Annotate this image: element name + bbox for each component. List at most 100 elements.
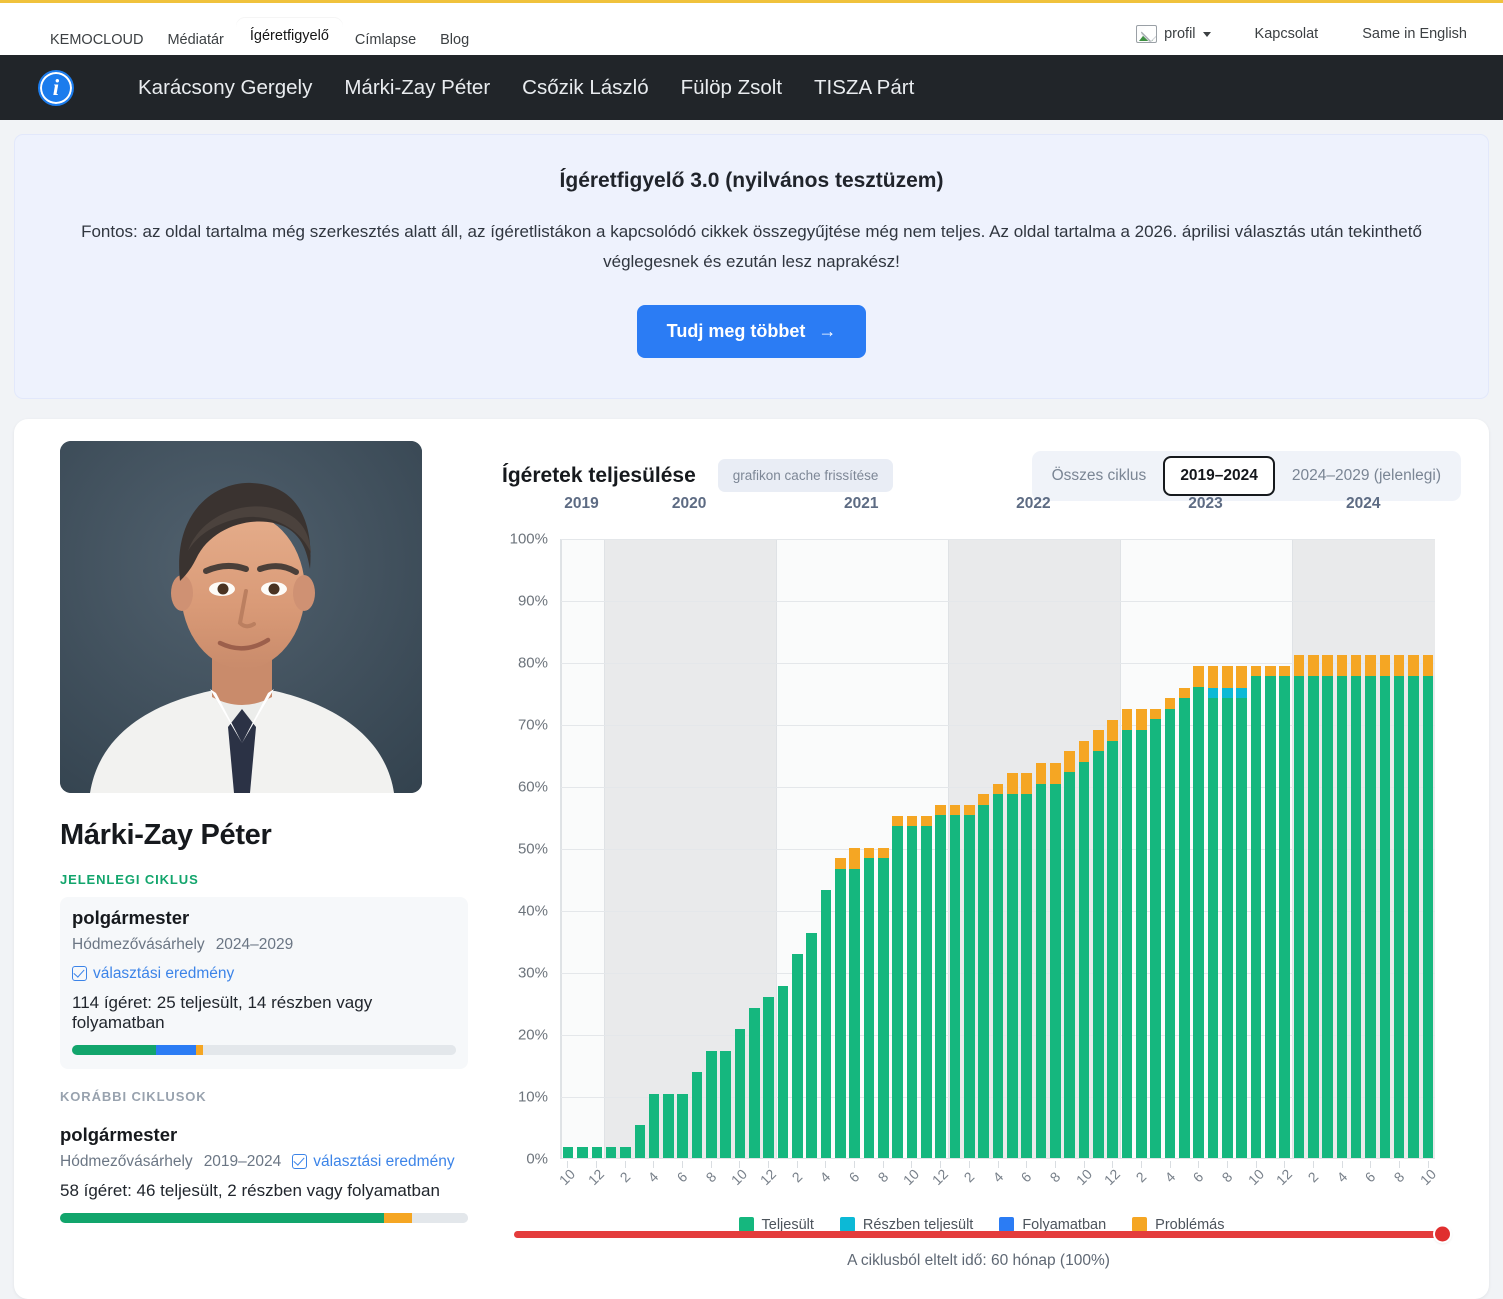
chart-bar[interactable] [591, 1146, 603, 1158]
chart-bar[interactable] [1164, 698, 1176, 1158]
topnav-item-igeretfigyelo[interactable]: Ígéretfigyelő [235, 18, 343, 55]
x-axis-tick: 4 [1333, 1168, 1351, 1185]
chart-bar[interactable] [634, 1125, 646, 1158]
x-axis-tick: 12 [584, 1165, 608, 1188]
chart-bar[interactable] [734, 1029, 746, 1158]
election-result-link-past[interactable]: választási eredmény [292, 1153, 455, 1171]
info-icon[interactable]: i [38, 69, 74, 106]
topnav-item-mediatar[interactable]: Médiatár [167, 32, 224, 48]
x-axis-tickmark [1026, 1160, 1028, 1168]
bar-segment [1121, 708, 1133, 730]
chart-bar[interactable] [792, 954, 803, 1158]
chart-bar[interactable] [978, 794, 989, 1158]
chart-bar[interactable] [777, 986, 789, 1158]
chart-bar[interactable] [1064, 751, 1075, 1158]
chart-bar[interactable] [1193, 665, 1204, 1158]
chart-bar[interactable] [906, 815, 918, 1158]
chart-bar[interactable] [1135, 708, 1147, 1158]
legend-item[interactable]: Teljesült [738, 1217, 814, 1233]
chart-bar[interactable] [562, 1146, 574, 1158]
chart-bar[interactable] [806, 933, 818, 1158]
chart-bar[interactable] [1307, 655, 1319, 1158]
chart-bar[interactable] [1207, 666, 1219, 1158]
chart-bar[interactable] [706, 1050, 717, 1158]
learn-more-button[interactable]: Tudj meg többet → [636, 304, 867, 358]
election-result-link[interactable]: választási eredmény [72, 965, 234, 983]
refresh-chart-cache-button[interactable]: grafikon cache frissítése [717, 459, 894, 492]
chart-bar[interactable] [1350, 655, 1362, 1158]
progress-segment [383, 1212, 412, 1223]
chart-bar[interactable] [1021, 773, 1032, 1158]
chart-bar[interactable] [1379, 655, 1391, 1158]
chart-bar[interactable] [577, 1146, 588, 1158]
nav-item-csozik-laszlo[interactable]: Csőzik László [522, 75, 649, 99]
chart-bar[interactable] [1264, 665, 1276, 1158]
chart-bar[interactable] [949, 804, 961, 1158]
chart-bar[interactable] [820, 890, 832, 1158]
cycle-option-all[interactable]: Összes ciklus [1037, 458, 1162, 494]
nav-item-tisza-part[interactable]: TISZA Párt [814, 75, 915, 99]
chart-bar[interactable] [964, 804, 975, 1158]
profile-menu[interactable]: profil [1114, 21, 1232, 47]
chart-bar[interactable] [863, 847, 875, 1158]
legend-item[interactable]: Problémás [1132, 1217, 1224, 1233]
x-axis-tick: 2 [1132, 1168, 1150, 1185]
chart-bar[interactable] [1422, 655, 1434, 1158]
chart-bar[interactable] [1121, 708, 1133, 1158]
legend-item[interactable]: Folyamatban [999, 1217, 1106, 1233]
chart-bar[interactable] [1322, 655, 1333, 1158]
chart-bar[interactable] [835, 858, 846, 1158]
cycle-option-2019-2024[interactable]: 2019–2024 [1163, 455, 1275, 496]
chart-bar[interactable] [620, 1146, 631, 1158]
plot-canvas[interactable] [560, 538, 1435, 1159]
chart-bar[interactable] [1293, 655, 1305, 1158]
topnav-item-kapcsolat[interactable]: Kapcsolat [1254, 26, 1319, 42]
chart-bar[interactable] [749, 1008, 760, 1158]
chart-bar[interactable] [1078, 740, 1090, 1158]
legend-item[interactable]: Részben teljesült [839, 1217, 973, 1233]
chart-bar[interactable] [1393, 655, 1405, 1158]
chart-bar[interactable] [921, 815, 932, 1158]
chart-bar[interactable] [763, 996, 775, 1158]
chart-bar[interactable] [1107, 719, 1118, 1158]
chart-bar[interactable] [1365, 655, 1376, 1158]
chart-bar[interactable] [1236, 666, 1247, 1158]
chart-bar[interactable] [992, 783, 1004, 1158]
topnav-item-blog[interactable]: Blog [440, 32, 470, 48]
slider-knob[interactable] [1435, 1226, 1450, 1242]
slider-rail[interactable] [514, 1226, 1450, 1242]
chart-bar[interactable] [720, 1050, 732, 1158]
chart-bar[interactable] [1092, 730, 1104, 1158]
bar-segment [1264, 665, 1276, 677]
chart-bar[interactable] [677, 1093, 689, 1158]
chart-bar[interactable] [1221, 666, 1233, 1158]
nav-item-fulop-zsolt[interactable]: Fülöp Zsolt [680, 75, 783, 99]
chart-bar[interactable] [1150, 708, 1161, 1158]
chart-bar[interactable] [1050, 762, 1061, 1158]
chart-bar[interactable] [1408, 655, 1419, 1158]
chart-bar[interactable] [648, 1093, 660, 1158]
bar-segment [878, 847, 889, 859]
chart-bar[interactable] [892, 815, 903, 1158]
chart-bar[interactable] [605, 1146, 617, 1158]
cycle-option-2024-2029[interactable]: 2024–2029 (jelenlegi) [1277, 458, 1456, 494]
chart-bar[interactable] [1178, 687, 1190, 1158]
chart-bar[interactable] [1035, 762, 1047, 1158]
bar-segment [1221, 698, 1233, 1158]
cycle-time-slider[interactable]: A ciklusból eltelt idő: 60 hónap (100%) [496, 1217, 1467, 1270]
chart-bar[interactable] [1007, 773, 1018, 1158]
chart-bar[interactable] [1279, 665, 1290, 1158]
nav-item-marki-zay-peter[interactable]: Márki-Zay Péter [344, 75, 491, 99]
chart-bar[interactable] [1336, 655, 1348, 1158]
chart-bar[interactable] [663, 1093, 674, 1158]
topnav-item-kemocloud[interactable]: KEMOCLOUD [50, 32, 144, 48]
chart-bar[interactable] [849, 847, 860, 1158]
chart-bar[interactable] [878, 847, 889, 1158]
topnav-item-english[interactable]: Same in English [1362, 26, 1467, 42]
bar-segment [591, 1146, 603, 1158]
chart-bar[interactable] [1250, 665, 1262, 1158]
topnav-item-cimlapse[interactable]: Címlapse [354, 32, 417, 48]
chart-bar[interactable] [691, 1071, 703, 1158]
nav-item-karacsony-gergely[interactable]: Karácsony Gergely [138, 75, 313, 99]
chart-bar[interactable] [935, 804, 946, 1158]
